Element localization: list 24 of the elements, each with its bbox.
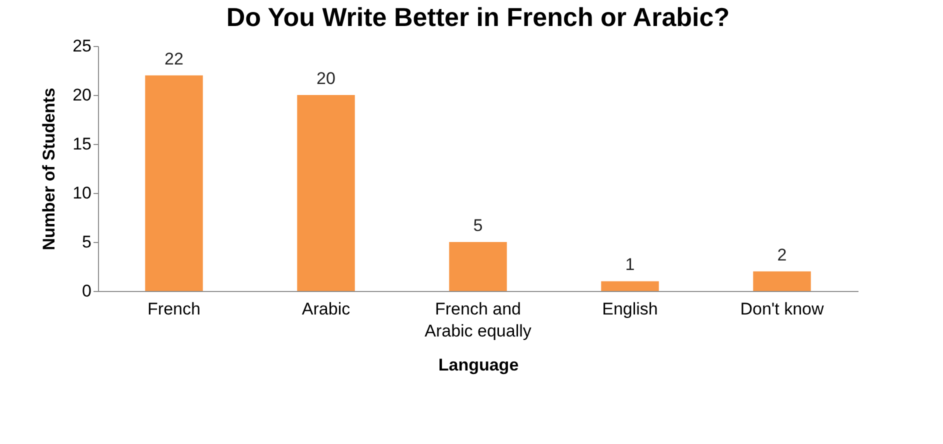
bar bbox=[297, 95, 355, 291]
x-tick-label: Arabic bbox=[302, 300, 351, 318]
bar bbox=[601, 281, 659, 291]
data-label: 20 bbox=[316, 69, 336, 88]
bar bbox=[753, 271, 811, 291]
data-label: 22 bbox=[164, 49, 184, 68]
x-tick-label: French and Arabic equally bbox=[424, 300, 532, 340]
data-label: 1 bbox=[625, 255, 635, 274]
y-tick-label: 20 bbox=[72, 86, 92, 104]
y-tick-label: 25 bbox=[72, 36, 92, 56]
y-tick-label: 10 bbox=[72, 184, 92, 202]
chart-title: Do You Write Better in French or Arabic? bbox=[226, 2, 730, 32]
x-tick-label: English bbox=[602, 300, 658, 318]
x-tick-label: French bbox=[148, 300, 200, 318]
y-axis-title: Number of Students bbox=[40, 88, 59, 250]
x-axis-title: Language bbox=[438, 356, 519, 374]
y-tick-label: 0 bbox=[82, 282, 92, 300]
data-label: 5 bbox=[473, 216, 483, 235]
bar bbox=[145, 75, 203, 291]
data-label: 2 bbox=[777, 245, 787, 264]
x-tick-label: Don't know bbox=[740, 300, 824, 318]
y-tick-label: 15 bbox=[72, 134, 92, 154]
y-tick-label: 5 bbox=[82, 232, 92, 252]
bar bbox=[449, 242, 507, 291]
